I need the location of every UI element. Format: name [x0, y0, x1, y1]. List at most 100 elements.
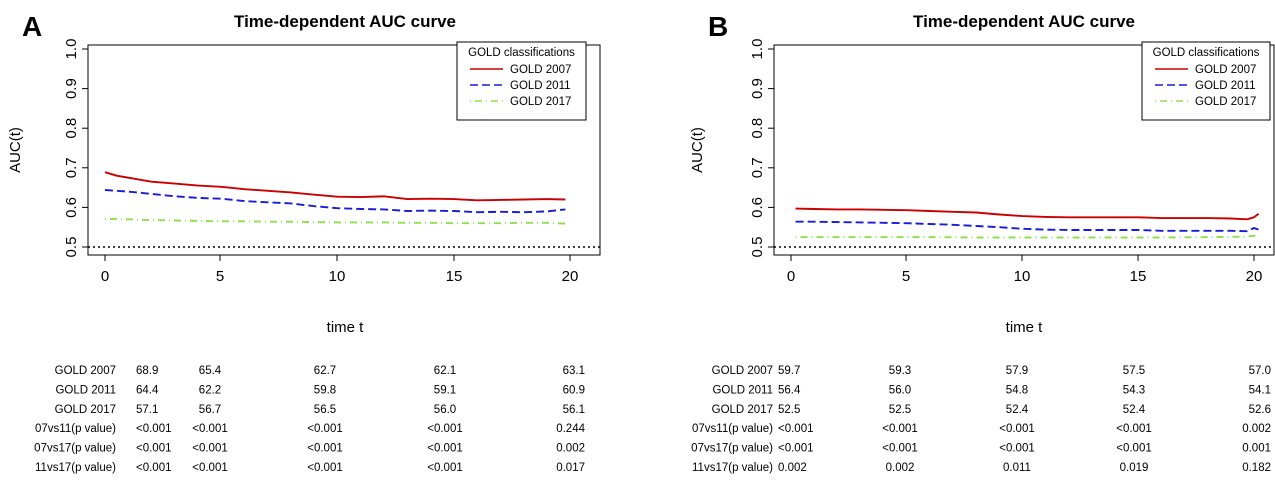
table-cell: 0.019: [1120, 462, 1149, 474]
table-row-label: 07vs11(p value): [692, 423, 773, 435]
data-table: GOLD 2007 68.9 65.4 62.7 62.1 63.1 GOLD 2011 64…: [34, 365, 585, 474]
y-axis-label: AUC(t): [689, 127, 706, 173]
legend: GOLD classifications GOLD 2007 GOLD 2011 GO…: [1141, 41, 1271, 121]
panel-a: A Time-dependent AUC curve 0.5 0.6 0.7 0.8 0.9…: [7, 11, 601, 474]
table-cell: <0.001: [427, 462, 463, 474]
y-tick-label: 0.9: [63, 78, 80, 99]
table-row-label: GOLD 2011: [712, 384, 773, 396]
table-cell: 64.4: [136, 384, 159, 396]
x-tick-label: 15: [446, 268, 463, 285]
x-tick-label: 5: [902, 268, 910, 285]
table-cell: <0.001: [1116, 423, 1152, 435]
plot-frame: [87, 44, 601, 256]
legend-entry: GOLD 2017: [510, 96, 571, 108]
y-tick-label: 1.0: [749, 39, 766, 60]
series-line-gold-2007: [104, 171, 566, 202]
table-cell: 52.5: [778, 404, 800, 416]
panel-label: B: [708, 11, 728, 42]
table-cell: 52.6: [1249, 404, 1271, 416]
table-row-label: 07vs17(p value): [34, 443, 116, 455]
data-table: GOLD 2007 59.7 59.3 57.9 57.5 57.0 GOLD 2011 56…: [691, 365, 1271, 474]
table-cell: 54.3: [1123, 384, 1145, 396]
table-row-label: 11vs17(p value): [692, 462, 773, 474]
x-tick-label: 0: [101, 268, 109, 285]
legend-entry: GOLD 2011: [1195, 80, 1256, 92]
table-cell: <0.001: [999, 443, 1035, 455]
series-line-gold-2007: [795, 207, 1260, 221]
table-cell: 63.1: [563, 365, 585, 377]
table-cell: 62.2: [199, 384, 221, 396]
table-cell: 56.0: [434, 404, 456, 416]
y-tick-label: 0.5: [749, 237, 766, 258]
series-line-gold-2017: [104, 217, 566, 225]
table-cell: <0.001: [136, 423, 172, 435]
table-cell: 60.9: [563, 384, 585, 396]
table-cell: 59.1: [434, 384, 456, 396]
table-cell: 0.182: [1242, 462, 1271, 474]
table-cell: <0.001: [136, 443, 172, 455]
legend-title: GOLD classifications: [468, 47, 575, 59]
table-cell: 0.017: [556, 462, 585, 474]
table-cell: 59.7: [778, 365, 800, 377]
table-cell: <0.001: [136, 462, 172, 474]
table-cell: 62.7: [314, 365, 336, 377]
table-cell: 57.9: [1006, 365, 1028, 377]
table-cell: <0.001: [192, 423, 228, 435]
x-tick-label: 5: [216, 268, 224, 285]
y-tick-label: 0.7: [749, 157, 766, 178]
x-axis-label: time t: [1006, 319, 1044, 336]
y-tick-label: 0.9: [749, 78, 766, 99]
table-cell: 54.8: [1006, 384, 1028, 396]
table-cell: 0.002: [556, 443, 585, 455]
chart-title: Time-dependent AUC curve: [913, 12, 1135, 31]
table-cell: 0.001: [1242, 443, 1271, 455]
table-cell: 0.002: [778, 462, 807, 474]
table-row-label: GOLD 2017: [55, 404, 116, 416]
table-cell: 54.1: [1249, 384, 1271, 396]
y-tick-label: 0.6: [63, 197, 80, 218]
table-cell: <0.001: [778, 423, 814, 435]
table-cell: 57.5: [1123, 365, 1145, 377]
table-cell: 56.1: [563, 404, 585, 416]
table-cell: 57.0: [1249, 365, 1271, 377]
y-tick-label: 0.8: [63, 118, 80, 139]
table-row-label: GOLD 2007: [55, 365, 116, 377]
x-tick-label: 20: [1246, 268, 1263, 285]
table-cell: <0.001: [192, 462, 228, 474]
table-cell: <0.001: [999, 423, 1035, 435]
series-line-gold-2017: [795, 234, 1259, 239]
x-tick-label: 10: [1014, 268, 1031, 285]
legend-entry: GOLD 2007: [1195, 64, 1256, 76]
chart-title: Time-dependent AUC curve: [234, 12, 456, 31]
y-tick-label: 0.7: [63, 157, 80, 178]
table-row-label: 11vs17(p value): [35, 462, 116, 474]
legend-title: GOLD classifications: [1153, 47, 1260, 59]
table-row-label: GOLD 2017: [712, 404, 773, 416]
table-cell: 62.1: [434, 365, 456, 377]
table-cell: <0.001: [778, 443, 814, 455]
table-row-label: 07vs17(p value): [691, 443, 773, 455]
y-tick-label: 0.8: [749, 118, 766, 139]
y-tick-label: 0.5: [63, 237, 80, 258]
table-cell: 65.4: [199, 365, 222, 377]
table-cell: <0.001: [192, 443, 228, 455]
table-row-label: GOLD 2011: [55, 384, 116, 396]
table-cell: 56.7: [199, 404, 221, 416]
table-row-label: 07vs11(p value): [35, 423, 116, 435]
table-cell: 52.4: [1006, 404, 1029, 416]
table-cell: <0.001: [1116, 443, 1152, 455]
table-cell: 52.4: [1123, 404, 1146, 416]
legend-entry: GOLD 2011: [510, 80, 571, 92]
table-cell: 59.8: [314, 384, 336, 396]
x-tick-label: 10: [329, 268, 346, 285]
table-cell: <0.001: [882, 423, 918, 435]
table-cell: <0.001: [307, 423, 343, 435]
series-line-gold-2011: [104, 189, 566, 214]
series-line-gold-2011: [795, 220, 1259, 233]
table-cell: <0.001: [882, 443, 918, 455]
table-cell: 56.4: [778, 384, 801, 396]
legend-box: [456, 41, 587, 121]
table-cell: 0.002: [886, 462, 915, 474]
table-cell: 56.0: [889, 384, 911, 396]
